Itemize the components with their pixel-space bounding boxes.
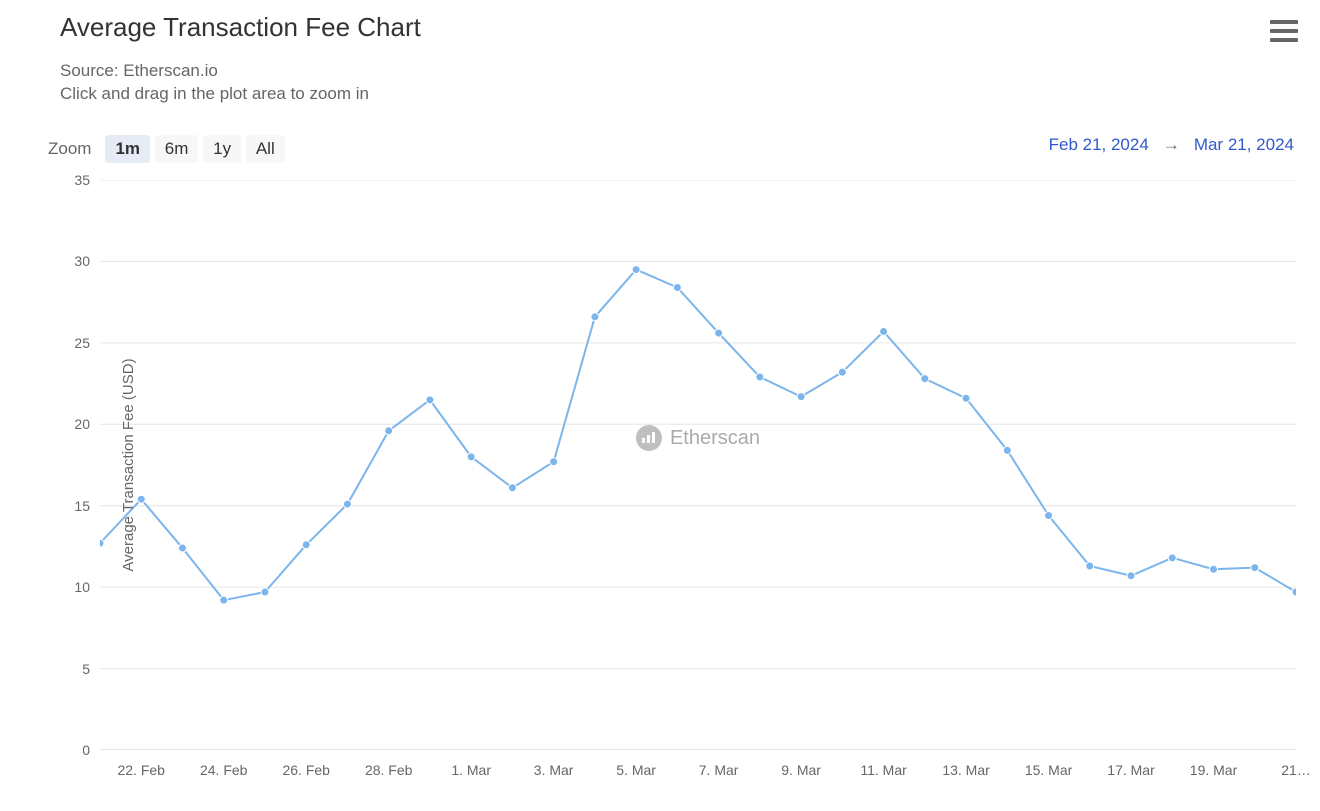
data-point[interactable] <box>343 500 351 508</box>
chart-subtitle: Source: Etherscan.io Click and drag in t… <box>60 60 369 106</box>
data-point[interactable] <box>261 588 269 596</box>
y-tick-label: 35 <box>50 172 90 188</box>
data-point[interactable] <box>591 313 599 321</box>
data-point[interactable] <box>632 266 640 274</box>
x-tick-label: 5. Mar <box>616 762 656 778</box>
y-tick-label: 20 <box>50 416 90 432</box>
zoom-button-all[interactable]: All <box>246 135 285 163</box>
data-point[interactable] <box>178 544 186 552</box>
chart-title: Average Transaction Fee Chart <box>60 12 421 43</box>
zoom-toolbar: Zoom 1m 6m 1y All <box>48 135 285 163</box>
data-point[interactable] <box>220 596 228 604</box>
y-tick-label: 15 <box>50 498 90 514</box>
y-tick-label: 30 <box>50 253 90 269</box>
data-point[interactable] <box>467 453 475 461</box>
data-point[interactable] <box>756 373 764 381</box>
y-tick-label: 0 <box>50 742 90 758</box>
chart-container: Average Transaction Fee Chart Source: Et… <box>0 0 1320 811</box>
x-tick-label: 15. Mar <box>1025 762 1072 778</box>
data-point[interactable] <box>1251 564 1259 572</box>
data-point[interactable] <box>1086 562 1094 570</box>
zoom-button-1y[interactable]: 1y <box>203 135 241 163</box>
data-point[interactable] <box>797 393 805 401</box>
data-point[interactable] <box>137 495 145 503</box>
data-point[interactable] <box>1003 446 1011 454</box>
data-point[interactable] <box>1045 511 1053 519</box>
x-tick-label: 17. Mar <box>1107 762 1154 778</box>
data-point[interactable] <box>385 427 393 435</box>
data-point[interactable] <box>962 394 970 402</box>
y-axis-label: Average Transaction Fee (USD) <box>120 358 137 571</box>
hamburger-menu-icon[interactable] <box>1270 20 1298 42</box>
date-range-arrow: → <box>1163 135 1180 155</box>
x-tick-label: 21… <box>1281 762 1311 778</box>
x-tick-label: 24. Feb <box>200 762 247 778</box>
date-range-from[interactable]: Feb 21, 2024 <box>1049 135 1149 155</box>
x-tick-label: 26. Feb <box>282 762 329 778</box>
data-point[interactable] <box>508 484 516 492</box>
data-point[interactable] <box>1292 588 1296 596</box>
x-tick-label: 3. Mar <box>534 762 574 778</box>
y-tick-label: 10 <box>50 579 90 595</box>
zoom-label: Zoom <box>48 139 91 159</box>
data-point[interactable] <box>550 458 558 466</box>
data-point[interactable] <box>1168 554 1176 562</box>
y-tick-label: 5 <box>50 661 90 677</box>
data-point[interactable] <box>921 375 929 383</box>
subtitle-hint: Click and drag in the plot area to zoom … <box>60 84 369 103</box>
data-point[interactable] <box>673 283 681 291</box>
x-tick-label: 19. Mar <box>1190 762 1237 778</box>
zoom-button-6m[interactable]: 6m <box>155 135 199 163</box>
zoom-button-1m[interactable]: 1m <box>105 135 150 163</box>
x-tick-label: 11. Mar <box>860 762 906 778</box>
x-tick-label: 7. Mar <box>699 762 739 778</box>
data-point[interactable] <box>1127 572 1135 580</box>
x-tick-label: 9. Mar <box>781 762 821 778</box>
plot-area[interactable]: Average Transaction Fee (USD) Etherscan … <box>100 180 1296 750</box>
data-point[interactable] <box>100 539 104 547</box>
x-tick-label: 13. Mar <box>942 762 989 778</box>
date-range: Feb 21, 2024 → Mar 21, 2024 <box>1049 135 1294 155</box>
data-point[interactable] <box>838 368 846 376</box>
series-line <box>100 270 1296 601</box>
x-tick-label: 1. Mar <box>451 762 491 778</box>
y-tick-label: 25 <box>50 335 90 351</box>
data-point[interactable] <box>715 329 723 337</box>
date-range-to[interactable]: Mar 21, 2024 <box>1194 135 1294 155</box>
data-point[interactable] <box>880 327 888 335</box>
chart-svg <box>100 180 1296 750</box>
x-tick-label: 28. Feb <box>365 762 412 778</box>
subtitle-source: Source: Etherscan.io <box>60 61 218 80</box>
data-point[interactable] <box>302 541 310 549</box>
data-point[interactable] <box>1210 565 1218 573</box>
x-tick-label: 22. Feb <box>117 762 164 778</box>
data-point[interactable] <box>426 396 434 404</box>
